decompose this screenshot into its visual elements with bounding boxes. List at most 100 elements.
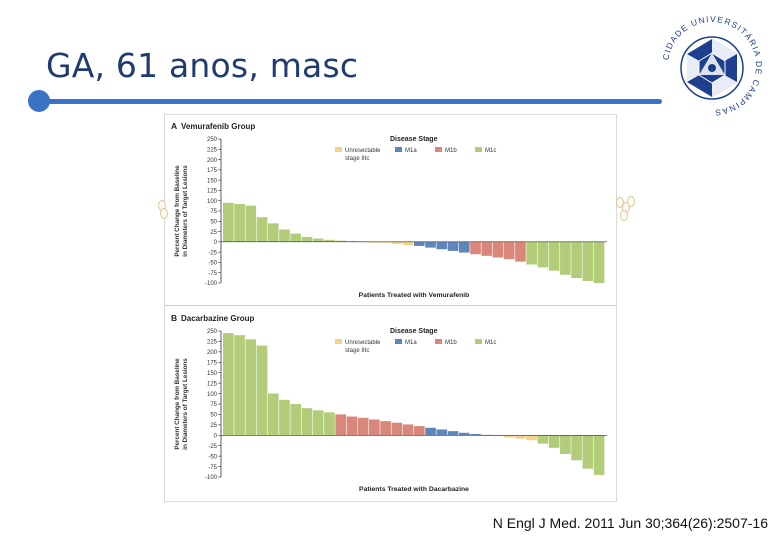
y-axis-label-b: Percent Change from Baselinein Diameters…: [174, 358, 189, 450]
bar: [436, 429, 448, 436]
bar: [290, 233, 302, 242]
y-tick-label: 50: [210, 413, 217, 419]
legend-label: M1a: [405, 340, 417, 346]
bar: [582, 241, 594, 281]
legend-label: stage IIIc: [345, 348, 369, 354]
figure-panel: A Vemurafenib Group 250 225 200 175 150 125 100 7…: [164, 114, 617, 502]
bar: [245, 205, 257, 242]
y-tick-label: 75: [210, 402, 217, 408]
legend-title: Disease Stage: [390, 136, 438, 143]
bar: [245, 339, 257, 436]
title-underline: [36, 99, 662, 104]
y-axis-label-line: Percent Change from Baseline: [174, 165, 181, 257]
bar: [312, 410, 324, 436]
bar: [470, 434, 481, 436]
panel-a: A Vemurafenib Group 250 225 200 175 150 125 100 7…: [165, 115, 616, 306]
bar: [414, 241, 425, 246]
legend-label: M1b: [445, 148, 457, 154]
bar: [458, 432, 470, 436]
legend-label: M1a: [405, 148, 417, 154]
y-tick-label: 225: [207, 340, 218, 346]
bar: [560, 435, 571, 455]
logo-geodesic: [680, 36, 744, 100]
legend-label: stage IIIc: [345, 156, 369, 162]
y-tick-label: 175: [207, 168, 218, 174]
bar: [234, 204, 245, 242]
legend-label: M1b: [445, 340, 457, 346]
bar: [571, 241, 582, 279]
bar: [436, 241, 448, 250]
legend-title: Disease Stage: [390, 328, 438, 335]
bar: [425, 427, 436, 436]
y-tick-label: 0: [214, 240, 218, 246]
bar: [324, 412, 335, 436]
title-bullet-dot: [28, 90, 50, 112]
decoration-bubble: [627, 196, 635, 207]
bar: [346, 241, 358, 242]
bar: [515, 241, 526, 262]
bar: [301, 236, 313, 242]
legend-swatch: [395, 339, 402, 344]
y-tick-label: 200: [207, 350, 218, 356]
legend-swatch: [475, 339, 482, 344]
bar: [256, 345, 268, 436]
university-seal-icon: CIDADE UNIVERSITÁRIA DE CAMPINAS: [660, 14, 762, 118]
decoration-bubble: [160, 208, 168, 219]
y-tick-label: 175: [207, 360, 218, 366]
bar: [335, 414, 346, 436]
bar: [515, 435, 526, 439]
bar: [537, 435, 549, 444]
legend-label: M1c: [485, 148, 496, 154]
y-tick-label: 50: [210, 219, 217, 225]
chart-title-a: Vemurafenib Group: [181, 122, 255, 131]
bar: [481, 241, 493, 256]
bar: [391, 422, 403, 436]
bar: [267, 393, 279, 436]
legend-swatch: [435, 339, 442, 344]
legend-swatch: [475, 147, 482, 152]
y-tick-label: 225: [207, 147, 218, 153]
bar: [414, 426, 425, 436]
bar: [279, 229, 290, 242]
bar: [503, 435, 515, 438]
y-tick-label: 25: [210, 423, 217, 429]
y-tick-label: 125: [207, 381, 218, 387]
y-tick-label: -25: [208, 444, 217, 450]
y-tick-label: 100: [207, 199, 218, 205]
bar: [369, 419, 380, 436]
y-axis-label-line: in Diameters of Target Lesions: [182, 358, 189, 450]
y-tick-label: 150: [207, 371, 218, 377]
bar: [223, 202, 234, 242]
bar: [290, 404, 302, 436]
x-axis-label-b: Patients Treated with Dacarbazine: [359, 486, 469, 493]
bar: [492, 435, 504, 437]
bar: [256, 217, 268, 242]
waterfall-chart-a: A Vemurafenib Group2502252001751501251007…: [171, 121, 607, 299]
legend-label: Unresectable: [345, 148, 381, 154]
bar: [425, 241, 436, 248]
y-tick-label: -50: [208, 261, 217, 267]
y-axis-label-line: in Diameters of Target Lesions: [182, 165, 189, 257]
chart-title-b: Dacarbazine Group: [181, 314, 254, 323]
bar: [391, 241, 403, 244]
decoration-bubble: [620, 210, 628, 221]
bar: [537, 241, 549, 268]
y-tick-label: 150: [207, 178, 218, 184]
y-tick-label: 25: [210, 230, 217, 236]
bar: [279, 399, 290, 436]
bar: [234, 335, 245, 436]
bar: [548, 241, 560, 271]
bar: [593, 435, 605, 475]
y-axis-label-line: Percent Change from Baseline: [174, 358, 181, 450]
x-axis-label-a: Patients Treated with Vemurafenib: [359, 292, 470, 299]
bar: [402, 424, 414, 436]
bar: [357, 417, 369, 436]
bar: [470, 241, 481, 255]
y-tick-label: 75: [210, 209, 217, 215]
y-tick-label: 100: [207, 392, 218, 398]
bar: [447, 241, 459, 251]
bar: [582, 435, 594, 469]
legend-label: M1c: [485, 340, 496, 346]
legend-label: Unresectable: [345, 340, 381, 346]
waterfall-chart-b: B Dacarbazine Group2502252001751501251007…: [171, 313, 607, 493]
